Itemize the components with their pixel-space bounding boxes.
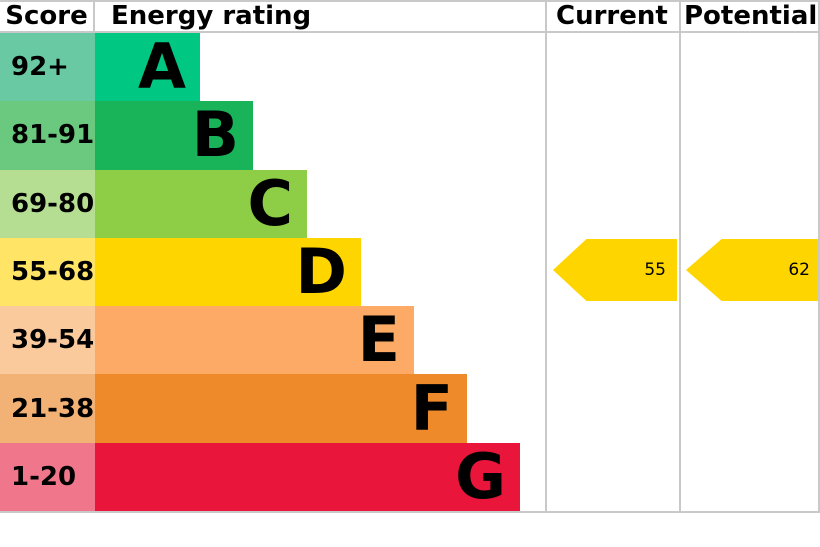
band-bar-a: A xyxy=(95,30,200,104)
band-letter-c: C xyxy=(247,166,293,240)
band-row-b: 81-91 B xyxy=(0,98,545,172)
right-border-line xyxy=(818,0,820,513)
current-rating-value: 55 xyxy=(644,260,666,280)
band-bar-d: D xyxy=(95,235,361,309)
score-range-f: 21-38 xyxy=(0,374,95,443)
band-rows: 92+ A 81-91 B 69-80 C 55-68 D 39-54 E 21… xyxy=(0,30,545,513)
band-bar-c: C xyxy=(95,166,307,240)
potential-rating-arrow: 62 xyxy=(686,239,818,301)
band-bar-e: E xyxy=(95,303,414,377)
band-letter-e: E xyxy=(357,303,400,377)
band-row-e: 39-54 E xyxy=(0,303,545,377)
band-bar-f: F xyxy=(95,371,467,445)
chart-header: Score Energy rating Current Potential xyxy=(0,0,820,33)
band-row-c: 69-80 C xyxy=(0,166,545,240)
current-column-header: Current xyxy=(556,1,668,31)
score-range-e: 39-54 xyxy=(0,306,95,375)
band-bar-b: B xyxy=(95,98,253,172)
potential-column-left-divider xyxy=(679,0,681,513)
score-range-g: 1-20 xyxy=(0,442,95,512)
band-bar-g: G xyxy=(95,439,520,513)
band-letter-b: B xyxy=(191,98,239,172)
current-rating-arrow: 55 xyxy=(553,239,677,301)
current-column-left-divider xyxy=(545,0,547,513)
band-letter-a: A xyxy=(138,30,186,104)
potential-column-header: Potential xyxy=(684,1,818,31)
energy-rating-column-header: Energy rating xyxy=(111,1,312,31)
score-column-header: Score xyxy=(0,2,95,31)
score-range-a: 92+ xyxy=(0,33,95,102)
band-row-f: 21-38 F xyxy=(0,371,545,445)
score-range-c: 69-80 xyxy=(0,169,95,238)
score-range-b: 81-91 xyxy=(0,101,95,170)
band-row-a: 92+ A xyxy=(0,30,545,104)
chart-bottom-border xyxy=(0,511,820,513)
potential-rating-value: 62 xyxy=(788,260,810,280)
band-letter-d: D xyxy=(295,235,347,309)
band-row-g: 1-20 G xyxy=(0,439,545,513)
score-range-d: 55-68 xyxy=(0,237,95,307)
band-row-d: 55-68 D xyxy=(0,235,545,309)
band-letter-g: G xyxy=(455,439,506,513)
band-letter-f: F xyxy=(410,371,453,445)
